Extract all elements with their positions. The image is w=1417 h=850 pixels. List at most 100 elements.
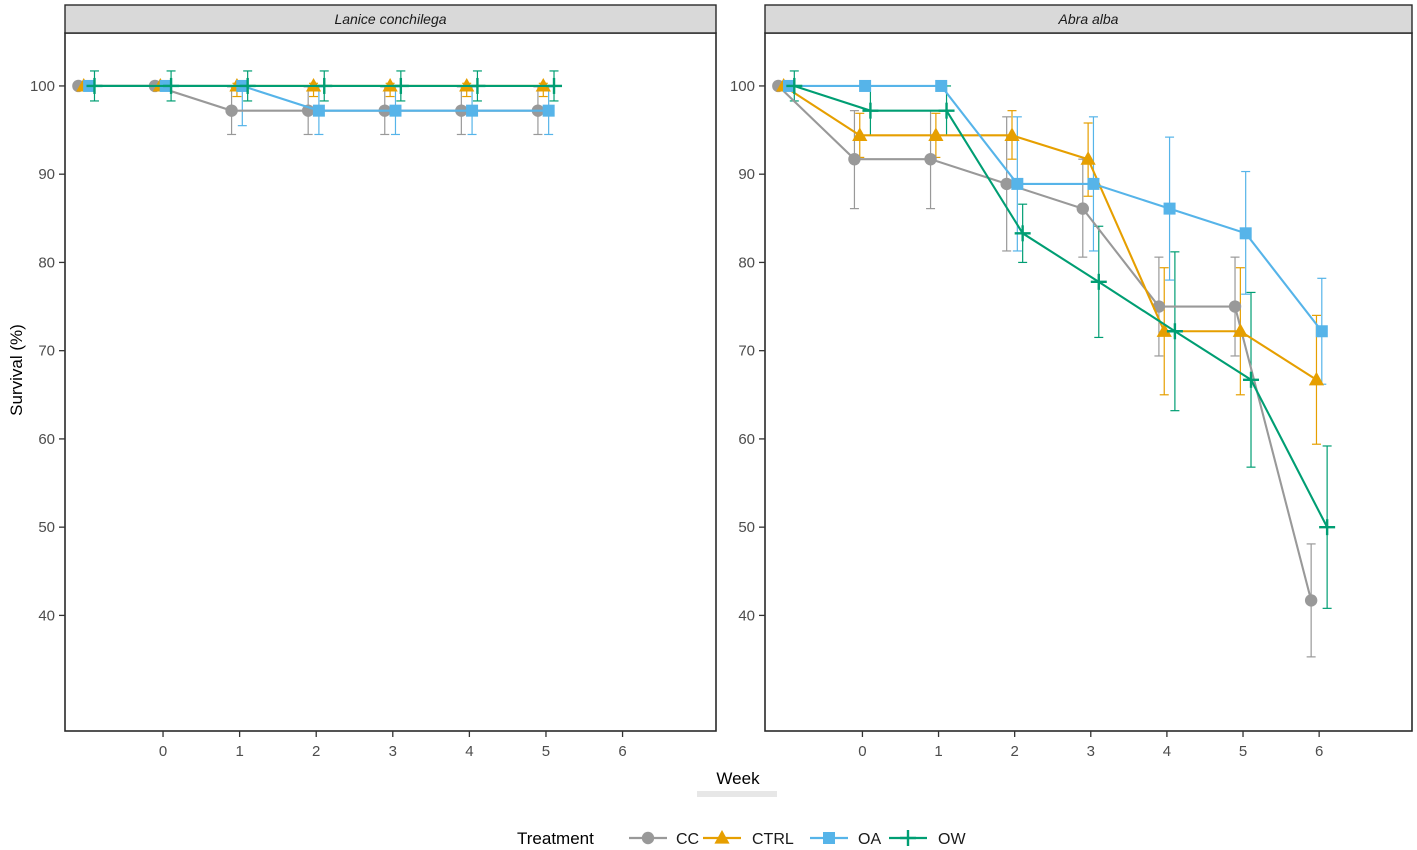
y-tick-label: 80 <box>38 254 55 271</box>
point-OW-w4 <box>469 77 486 94</box>
point-CTRL-w4 <box>459 77 475 92</box>
point-OW-w1 <box>938 102 955 119</box>
y-tick-label: 80 <box>738 254 755 271</box>
legend-key-triangle-icon <box>714 830 730 844</box>
legend-item-oa: OA <box>810 831 881 848</box>
x-tick-label: 1 <box>934 743 942 760</box>
y-tick-label: 50 <box>738 519 755 536</box>
point-CC-w0 <box>848 152 861 166</box>
point-OW-w3 <box>1090 273 1107 290</box>
point-OA-w5 <box>542 104 555 117</box>
y-tick-label: 90 <box>38 166 55 183</box>
y-tick-label: 60 <box>738 431 755 448</box>
x-tick-label: 3 <box>389 743 397 760</box>
facet-strip-label: Abra alba <box>1058 11 1119 27</box>
series-line <box>783 85 1318 381</box>
series-OW <box>786 77 1336 536</box>
render-artifact <box>697 791 777 797</box>
point-OW-w0 <box>163 77 180 94</box>
series-CTRL <box>776 77 1325 386</box>
point-OA-w0 <box>859 79 872 92</box>
point-OW-w5 <box>546 77 563 94</box>
point-OW-w3 <box>392 77 409 94</box>
point-OW-w6 <box>1319 519 1336 536</box>
point-OW-w2 <box>316 77 333 94</box>
point-OA-w2 <box>1011 177 1024 190</box>
point-OW-w1 <box>239 77 256 94</box>
y-tick-label: 100 <box>30 78 55 95</box>
point-CTRL-w2 <box>305 77 322 92</box>
facet-1: Abra alba 100 90 80 70 60 50 40 0 1 2 3 4 5 6 <box>730 4 1413 760</box>
facet-strip <box>64 4 717 34</box>
point-CC-w6 <box>1304 594 1318 607</box>
x-tick-label: 2 <box>312 743 320 760</box>
legend: Treatment CC CTRL OA OW <box>517 829 966 848</box>
series-line <box>788 84 1323 332</box>
y-tick-label: 40 <box>738 607 755 624</box>
legend-item-label: CC <box>676 831 699 848</box>
legend-item-label: CTRL <box>752 831 794 848</box>
point-CC-w1 <box>225 104 238 117</box>
point-CTRL-w5 <box>1232 323 1248 337</box>
x-tick-label: 6 <box>1315 743 1323 760</box>
x-tick-label: 1 <box>235 743 243 760</box>
y-axis-title: Survival (%) <box>7 324 26 416</box>
point-OW-w5 <box>1243 371 1260 388</box>
point-OA-w4 <box>1163 202 1176 215</box>
x-tick-label: 5 <box>542 743 550 760</box>
legend-item-label: OA <box>858 831 881 848</box>
x-tick-label: 5 <box>1239 743 1247 760</box>
point-OW-w0 <box>862 102 879 119</box>
point-CC-w3 <box>1076 202 1089 215</box>
point-CTRL-w4 <box>1156 323 1172 337</box>
facet-strip <box>764 4 1413 34</box>
y-tick-label: 70 <box>38 343 55 360</box>
point-OA-w2 <box>312 104 325 117</box>
errorbars-OW <box>89 70 559 102</box>
legend-item-label: OW <box>938 831 966 848</box>
x-tick-label: 3 <box>1087 743 1095 760</box>
point-CC-w1 <box>924 152 937 166</box>
point-OW-w-1 <box>86 77 103 94</box>
point-CC-w5 <box>1228 300 1242 313</box>
y-tick-label: 90 <box>738 166 755 183</box>
point-CC-w2 <box>1000 177 1013 191</box>
x-tick-label: 4 <box>465 743 473 760</box>
series-OA <box>782 79 1328 338</box>
series-OW <box>86 77 563 94</box>
point-CTRL-w3 <box>1080 151 1096 165</box>
legend-item-ow: OW <box>889 830 966 848</box>
point-OA-w4 <box>466 104 479 117</box>
facet-0: Lanice conchilega 100 90 80 70 60 50 40 0 1 2 3 4 5 6 <box>30 4 717 760</box>
facet-strip-label: Lanice conchilega <box>334 11 446 27</box>
x-tick-label: 2 <box>1010 743 1018 760</box>
point-CTRL-w3 <box>382 77 398 92</box>
series-line <box>793 84 1329 528</box>
legend-key-plus-icon <box>900 830 916 846</box>
y-tick-label: 60 <box>38 431 55 448</box>
y-tick-label: 100 <box>730 78 755 95</box>
x-tick-label: 0 <box>858 743 866 760</box>
point-CTRL-w6 <box>1308 371 1325 386</box>
legend-key-circle-icon <box>641 831 655 845</box>
x-axis-title: Week <box>716 769 760 788</box>
x-tick-label: 6 <box>618 743 626 760</box>
series-line <box>777 85 1313 601</box>
legend-item-cc: CC <box>629 831 699 848</box>
point-CTRL-w5 <box>535 77 551 92</box>
point-OW-w-1 <box>786 77 803 94</box>
point-CTRL-w1 <box>928 127 944 141</box>
point-OA-w1 <box>935 79 948 92</box>
x-tick-label: 0 <box>159 743 167 760</box>
point-OA-w5 <box>1239 227 1252 240</box>
point-OW-w2 <box>1014 225 1031 242</box>
point-OW-w4 <box>1166 323 1183 340</box>
point-OA-w3 <box>389 104 402 117</box>
y-tick-label: 70 <box>738 343 755 360</box>
facet-panel <box>64 32 717 732</box>
point-OA-w3 <box>1087 177 1100 190</box>
legend-title: Treatment <box>517 829 594 848</box>
point-OA-w6 <box>1315 325 1328 338</box>
